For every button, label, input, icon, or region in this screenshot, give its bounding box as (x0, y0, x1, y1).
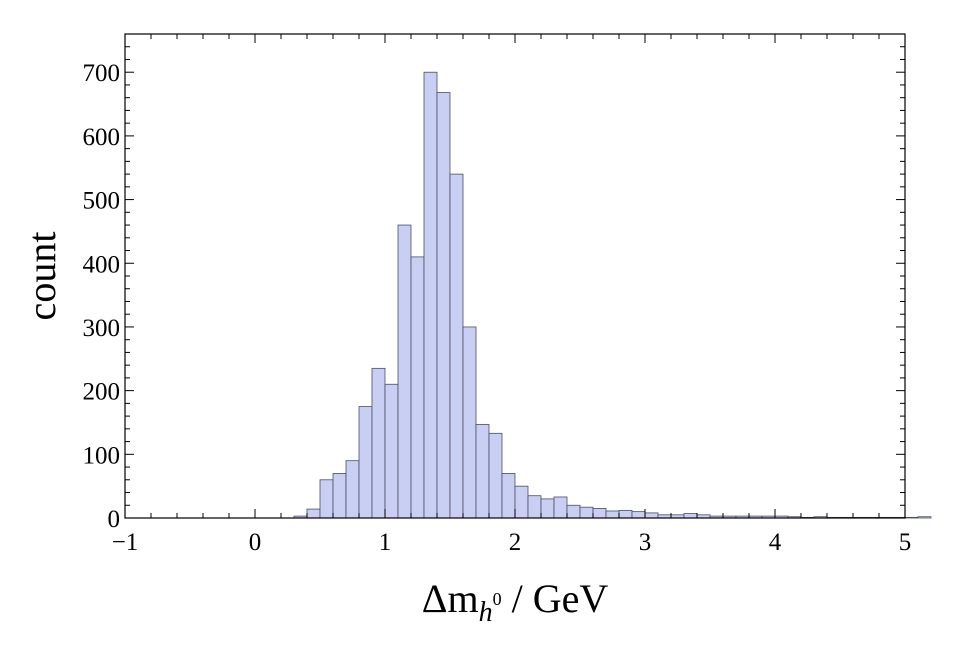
histogram-bar (332, 473, 347, 519)
histogram-bar (618, 509, 633, 519)
histogram-bar (488, 432, 503, 519)
y-tick-label: 100 (83, 442, 121, 469)
x-tick-label: 1 (379, 529, 392, 556)
histogram-bar (423, 71, 438, 519)
histogram-bar (917, 516, 932, 519)
x-tick-label: 4 (769, 529, 782, 556)
histogram-bar (358, 406, 373, 519)
x-tick-label: 2 (509, 529, 522, 556)
histogram-bar (904, 516, 919, 519)
x-axis-title: Δmh0 / GeV (422, 576, 609, 628)
histogram-bar (371, 367, 386, 519)
histogram-bar (449, 173, 464, 519)
histogram-bar (410, 256, 425, 519)
x-tick-label: 0 (249, 529, 262, 556)
y-tick-label: 300 (83, 315, 121, 342)
y-tick-labels: 0 100 200 300 400 500 600 700 (83, 60, 121, 533)
plot-frame (124, 33, 906, 519)
y-tick-label: 0 (108, 506, 121, 533)
histogram-bar (540, 498, 555, 519)
ticks-group (124, 33, 906, 519)
histogram-bar (319, 479, 334, 519)
histogram-bar (475, 423, 490, 519)
y-tick-label: 400 (83, 251, 121, 278)
histogram-bar (384, 383, 399, 519)
histogram-bar (345, 460, 360, 519)
histogram-bar (306, 508, 321, 519)
x-tick-label: 5 (899, 529, 912, 556)
x-tick-label: −1 (112, 529, 139, 556)
histogram-bar (397, 224, 412, 519)
histogram-bar (592, 508, 607, 519)
histogram-bar (683, 513, 698, 519)
histogram-bar (462, 326, 477, 519)
bars-group (293, 71, 932, 519)
histogram-bar (605, 510, 620, 519)
histogram-bar (527, 495, 542, 519)
y-tick-label: 200 (83, 379, 121, 406)
y-tick-label: 700 (83, 60, 121, 87)
x-tick-labels: −1 0 1 2 3 4 5 (112, 529, 912, 556)
histogram-bar (566, 504, 581, 519)
y-tick-label: 500 (83, 188, 121, 215)
histogram-bar (501, 473, 516, 519)
y-axis-title: count (19, 232, 64, 321)
x-tick-label: 3 (639, 529, 652, 556)
histogram-bar (514, 485, 529, 519)
y-tick-label: 600 (83, 124, 121, 151)
histogram-bar (553, 496, 568, 519)
histogram-bar (631, 511, 646, 519)
histogram-bar (644, 512, 659, 519)
histogram-bar (579, 506, 594, 519)
histogram-bar (436, 92, 451, 519)
